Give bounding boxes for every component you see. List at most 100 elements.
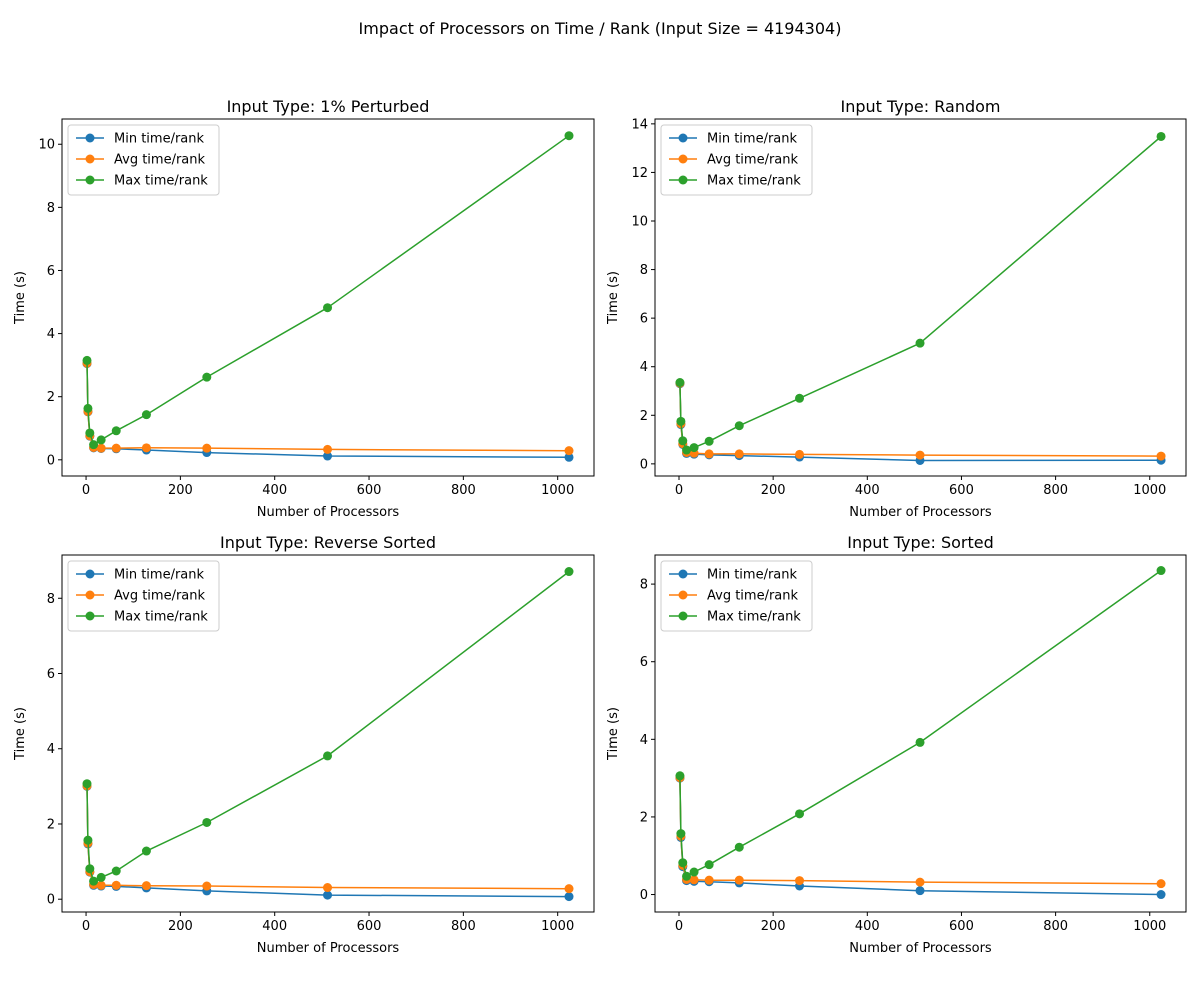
chart-title: Input Type: 1% Perturbed: [227, 97, 430, 116]
x-tick-label: 400: [262, 919, 287, 934]
data-point: [704, 436, 714, 446]
legend: Min time/rank Avg time/rank Max time/rank: [660, 124, 813, 196]
legend-label: Min time/rank: [707, 568, 798, 583]
x-tick-label: 600: [949, 919, 974, 934]
data-point: [564, 884, 574, 894]
x-axis-label: Number of Processors: [257, 505, 400, 520]
data-point: [1156, 566, 1166, 576]
data-point: [734, 421, 744, 431]
x-tick-label: 200: [761, 483, 786, 498]
data-point: [111, 443, 121, 453]
series-max: [675, 131, 1166, 455]
data-point: [141, 410, 151, 420]
data-point: [564, 131, 574, 141]
data-point: [704, 449, 714, 459]
y-axis-label: Time (s): [606, 271, 621, 325]
legend: Min time/rank Avg time/rank Max time/rank: [67, 560, 220, 632]
data-point: [676, 829, 686, 839]
chart-panel: Input Type: Sorted 0 200 400 600 800 1000 0 2 4 6 8…: [606, 533, 1187, 956]
y-tick-label: 10: [631, 215, 648, 230]
x-tick-label: 0: [82, 919, 90, 934]
legend-label: Avg time/rank: [707, 589, 799, 604]
y-tick-label: 6: [47, 667, 55, 682]
legend: Min time/rank Avg time/rank Max time/rank: [660, 560, 813, 632]
x-tick-label: 0: [82, 483, 90, 498]
x-tick-label: 800: [1043, 483, 1068, 498]
y-tick-label: 8: [640, 263, 648, 278]
legend-marker: [678, 569, 688, 579]
data-point: [734, 875, 744, 885]
x-tick-label: 1000: [1133, 483, 1166, 498]
y-tick-label: 0: [47, 893, 55, 908]
legend-box: [660, 560, 813, 632]
data-point: [202, 817, 212, 827]
x-tick-label: 200: [168, 919, 193, 934]
legend-box: [67, 560, 220, 632]
data-point: [323, 303, 333, 313]
data-point: [795, 876, 805, 886]
data-point: [323, 883, 333, 893]
data-point: [915, 338, 925, 348]
y-tick-label: 4: [640, 360, 648, 375]
data-point: [678, 436, 688, 446]
y-tick-label: 6: [640, 655, 648, 670]
x-tick-label: 1000: [541, 919, 574, 934]
data-point: [675, 378, 685, 387]
legend-marker: [678, 611, 688, 621]
y-tick-label: 10: [38, 138, 55, 153]
data-point: [83, 835, 93, 845]
data-point: [323, 751, 333, 761]
chart-panel: Input Type: Random 0 200 400 600 800 1000 0 2 4 6 8…: [606, 97, 1187, 520]
data-point: [202, 443, 212, 453]
legend-marker: [678, 154, 688, 164]
data-point: [1156, 879, 1166, 889]
data-point: [678, 858, 688, 868]
y-tick-label: 12: [631, 166, 648, 181]
legend-label: Avg time/rank: [114, 589, 206, 604]
series-max: [82, 567, 574, 886]
legend-label: Avg time/rank: [707, 153, 799, 168]
y-tick-label: 4: [47, 327, 55, 342]
data-point: [915, 886, 925, 896]
legend-label: Max time/rank: [114, 174, 208, 189]
legend-marker: [678, 175, 688, 185]
x-tick-label: 200: [168, 483, 193, 498]
y-tick-label: 4: [640, 733, 648, 748]
series-line: [679, 135, 1162, 451]
data-point: [704, 875, 714, 885]
data-point: [89, 440, 99, 450]
data-point: [96, 435, 106, 445]
x-tick-label: 600: [357, 919, 382, 934]
data-point: [323, 451, 333, 461]
data-point: [915, 877, 925, 887]
y-axis-label: Time (s): [606, 707, 621, 761]
y-tick-label: 8: [47, 201, 55, 216]
data-point: [96, 880, 106, 890]
data-point: [202, 372, 212, 382]
x-tick-label: 0: [675, 919, 683, 934]
data-point: [682, 445, 692, 455]
y-axis-label: Time (s): [13, 707, 28, 761]
x-tick-label: 600: [357, 483, 382, 498]
data-point: [795, 449, 805, 459]
data-point: [915, 737, 925, 747]
data-point: [111, 880, 121, 890]
data-point: [564, 452, 574, 462]
legend-label: Min time/rank: [114, 568, 205, 583]
x-tick-label: 400: [855, 919, 880, 934]
series-line: [86, 571, 570, 882]
legend-marker: [85, 590, 95, 600]
y-tick-label: 6: [640, 312, 648, 327]
y-tick-label: 2: [47, 817, 55, 832]
legend-box: [67, 124, 220, 196]
data-point: [323, 444, 333, 454]
series-max: [82, 131, 574, 450]
data-point: [689, 875, 699, 885]
series-max: [675, 566, 1166, 881]
data-point: [564, 567, 574, 577]
legend-marker: [85, 569, 95, 579]
chart-title: Input Type: Reverse Sorted: [220, 533, 436, 552]
x-tick-label: 800: [451, 919, 476, 934]
